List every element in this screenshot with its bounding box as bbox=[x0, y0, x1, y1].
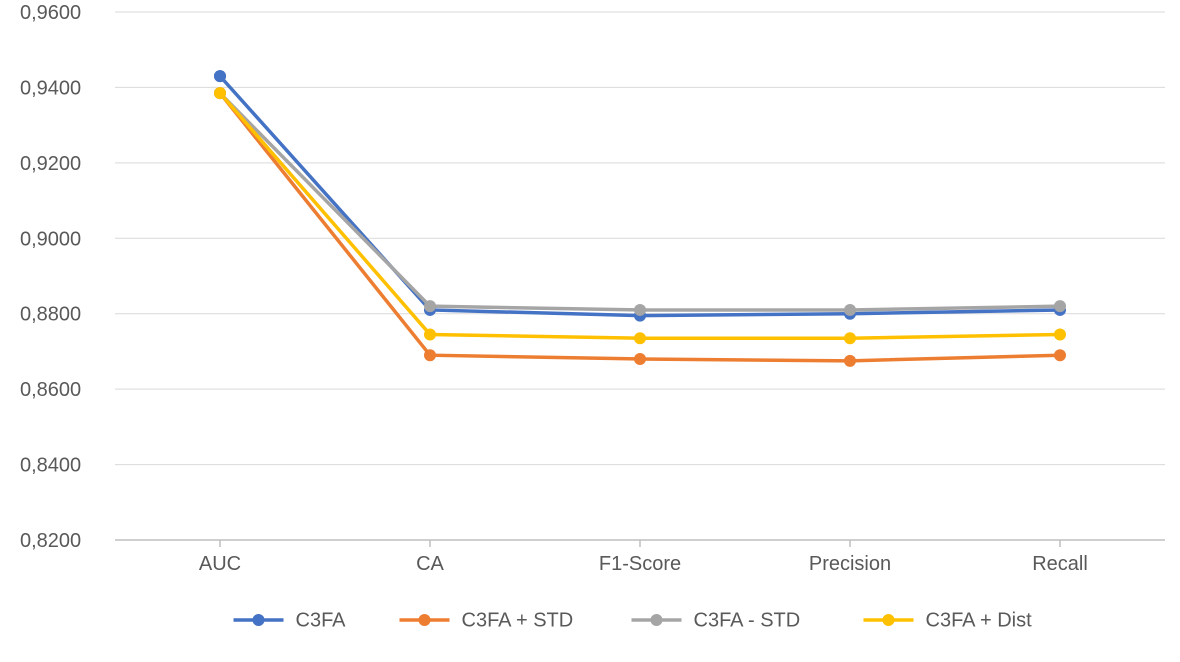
x-tick-label: Precision bbox=[809, 553, 891, 575]
metrics-line-chart: 0,8200 0,8400 0,8600 0,8800 0,9000 0,9200 0,94… bbox=[0, 0, 1180, 662]
y-tick-label: 0,8400 bbox=[20, 455, 81, 477]
marker bbox=[634, 332, 646, 344]
marker bbox=[844, 355, 856, 367]
chart-svg: 0,8200 0,8400 0,8600 0,8800 0,9000 0,9200 0,94… bbox=[0, 0, 1180, 662]
marker bbox=[424, 349, 436, 361]
marker bbox=[1054, 328, 1066, 340]
x-tick-label: F1-Score bbox=[599, 553, 681, 575]
marker bbox=[844, 304, 856, 316]
y-tick-label: 0,8800 bbox=[20, 304, 81, 326]
y-tick-label: 0,9400 bbox=[20, 77, 81, 99]
series-c3fa bbox=[220, 76, 1060, 315]
legend-item: C3FA + STD bbox=[400, 609, 574, 631]
marker bbox=[214, 70, 226, 82]
series-c3fa---std bbox=[220, 93, 1060, 310]
y-tick-label: 0,9000 bbox=[20, 228, 81, 250]
x-tick-label: CA bbox=[416, 553, 444, 575]
marker bbox=[1054, 300, 1066, 312]
legend-label: C3FA + STD bbox=[462, 609, 574, 631]
marker bbox=[424, 300, 436, 312]
legend-item: C3FA - STD bbox=[632, 609, 801, 631]
y-tick-label: 0,8600 bbox=[20, 379, 81, 401]
marker bbox=[214, 87, 226, 99]
marker bbox=[844, 332, 856, 344]
y-tick-label: 0,8200 bbox=[20, 530, 81, 552]
marker bbox=[634, 353, 646, 365]
x-tick-label: Recall bbox=[1032, 553, 1088, 575]
x-tick-label: AUC bbox=[199, 553, 241, 575]
legend-item: C3FA bbox=[234, 609, 347, 631]
legend-item: C3FA + Dist bbox=[864, 609, 1033, 631]
legend-label: C3FA bbox=[296, 609, 347, 631]
marker bbox=[424, 328, 436, 340]
legend-label: C3FA + Dist bbox=[926, 609, 1033, 631]
y-tick-label: 0,9600 bbox=[20, 2, 81, 24]
marker bbox=[634, 304, 646, 316]
marker bbox=[1054, 349, 1066, 361]
y-tick-label: 0,9200 bbox=[20, 153, 81, 175]
legend-label: C3FA - STD bbox=[694, 609, 801, 631]
